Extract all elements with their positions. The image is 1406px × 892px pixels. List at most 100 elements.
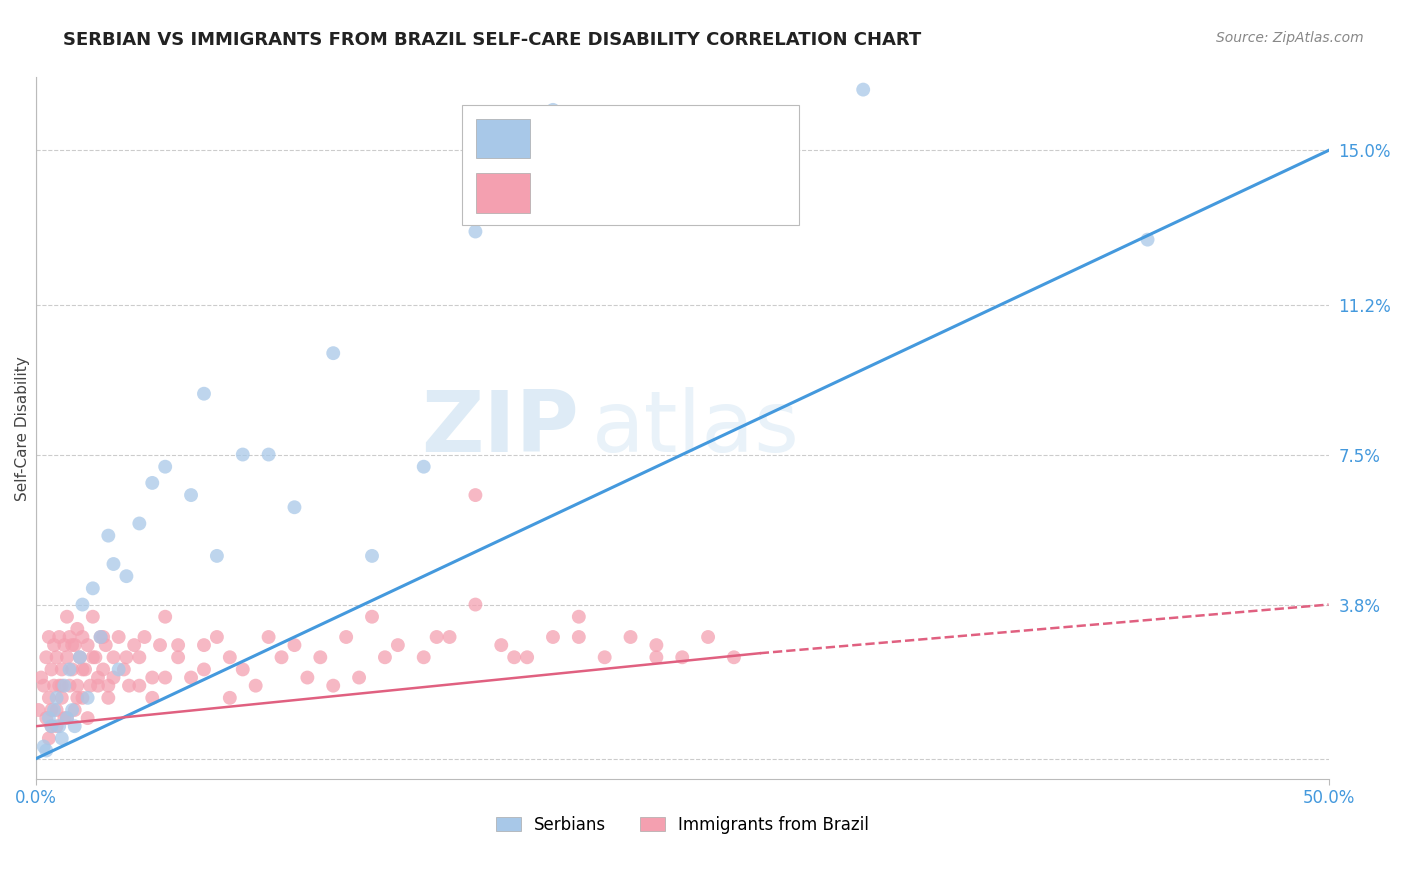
Point <box>48 719 70 733</box>
Point <box>426 630 449 644</box>
Point <box>66 622 89 636</box>
Point <box>1136 233 1159 247</box>
Point <box>42 679 65 693</box>
Point <box>35 650 58 665</box>
Point <box>69 650 91 665</box>
Point <box>112 662 135 676</box>
Point <box>568 630 591 644</box>
Point <box>51 679 73 693</box>
Point <box>309 650 332 665</box>
Point <box>58 630 80 644</box>
Point <box>60 638 83 652</box>
Point <box>205 549 228 563</box>
Point <box>87 671 110 685</box>
Point <box>103 650 125 665</box>
Point <box>128 679 150 693</box>
Point <box>82 609 104 624</box>
Text: SERBIAN VS IMMIGRANTS FROM BRAZIL SELF-CARE DISABILITY CORRELATION CHART: SERBIAN VS IMMIGRANTS FROM BRAZIL SELF-C… <box>63 31 921 49</box>
Point <box>218 650 240 665</box>
Point <box>35 711 58 725</box>
Point <box>45 650 67 665</box>
Point <box>76 690 98 705</box>
Point <box>53 679 76 693</box>
Point <box>118 679 141 693</box>
Point <box>412 650 434 665</box>
Point <box>128 650 150 665</box>
Point <box>335 630 357 644</box>
Point <box>245 679 267 693</box>
Point <box>122 638 145 652</box>
Point <box>41 703 63 717</box>
Point <box>90 630 112 644</box>
Point <box>283 638 305 652</box>
Point <box>723 650 745 665</box>
Point <box>167 638 190 652</box>
Point <box>167 650 190 665</box>
Point <box>103 671 125 685</box>
Point <box>1007 54 1029 69</box>
Point <box>107 662 129 676</box>
Point <box>87 679 110 693</box>
Point <box>115 650 138 665</box>
Point <box>90 630 112 644</box>
Point <box>103 557 125 571</box>
Point <box>141 475 163 490</box>
Y-axis label: Self-Care Disability: Self-Care Disability <box>15 356 31 500</box>
Point <box>361 609 384 624</box>
Point <box>180 671 202 685</box>
Point <box>41 719 63 733</box>
Point <box>45 690 67 705</box>
Point <box>107 630 129 644</box>
Point <box>91 630 114 644</box>
Point <box>128 516 150 531</box>
Point <box>516 650 538 665</box>
Point <box>35 743 58 757</box>
Point <box>464 598 486 612</box>
Text: atlas: atlas <box>592 386 800 470</box>
Point <box>541 630 564 644</box>
Point <box>84 650 107 665</box>
Point <box>619 630 641 644</box>
Point <box>412 459 434 474</box>
Point <box>347 671 370 685</box>
Point <box>32 739 55 754</box>
Point <box>141 690 163 705</box>
Point <box>58 662 80 676</box>
Point <box>153 671 176 685</box>
Point <box>193 662 215 676</box>
Point <box>193 638 215 652</box>
Point <box>387 638 409 652</box>
Point <box>56 609 79 624</box>
Point <box>56 650 79 665</box>
Point <box>38 690 60 705</box>
Point <box>53 711 76 725</box>
Text: Source: ZipAtlas.com: Source: ZipAtlas.com <box>1216 31 1364 45</box>
Point <box>852 82 875 96</box>
Legend: Serbians, Immigrants from Brazil: Serbians, Immigrants from Brazil <box>496 815 869 834</box>
Point <box>38 630 60 644</box>
Point <box>42 703 65 717</box>
Point <box>53 638 76 652</box>
Point <box>541 103 564 117</box>
Point <box>232 448 254 462</box>
Text: ZIP: ZIP <box>420 386 579 470</box>
Point <box>79 679 101 693</box>
Point <box>593 62 616 77</box>
Point <box>322 679 344 693</box>
Point <box>153 459 176 474</box>
Point <box>69 650 91 665</box>
Point <box>193 386 215 401</box>
Point <box>232 662 254 676</box>
Point <box>205 630 228 644</box>
Point <box>51 662 73 676</box>
Point <box>645 638 668 652</box>
Point <box>38 731 60 746</box>
Point <box>73 662 96 676</box>
Point <box>45 703 67 717</box>
Point <box>257 630 280 644</box>
Point <box>82 582 104 596</box>
Point <box>218 690 240 705</box>
Point <box>30 671 52 685</box>
Point <box>63 719 86 733</box>
Point <box>56 711 79 725</box>
